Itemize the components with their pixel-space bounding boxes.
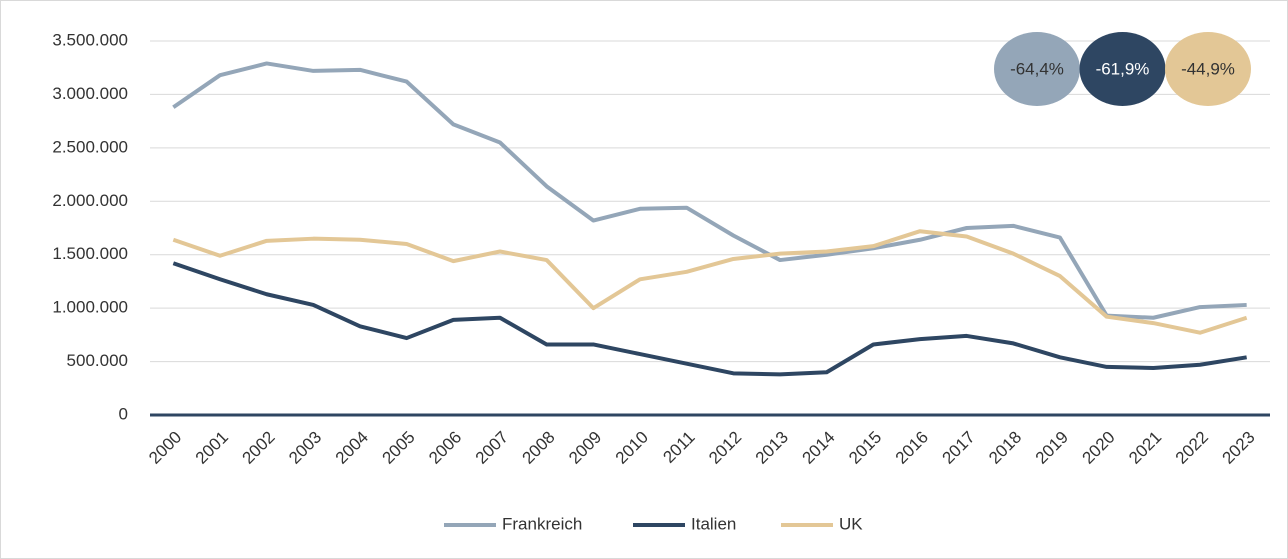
- annotation-text: -44,9%: [1181, 59, 1235, 78]
- y-tick-label: 2.000.000: [52, 191, 128, 210]
- line-series: [172, 61, 1247, 320]
- line-series: [172, 261, 1247, 377]
- annotation-text: -61,9%: [1096, 59, 1150, 78]
- legend-label: Frankreich: [502, 514, 582, 533]
- y-tick-label: 0: [119, 404, 128, 423]
- legend-label: UK: [839, 514, 863, 533]
- y-tick-label: 2.500.000: [52, 137, 128, 156]
- y-tick-label: 500.000: [67, 351, 128, 370]
- annotation-badge: [994, 32, 1080, 106]
- annotation-text: -64,4%: [1010, 59, 1064, 78]
- y-tick-label: 1.500.000: [52, 244, 128, 263]
- line-series: [172, 229, 1248, 335]
- y-tick-label: 3.000.000: [52, 84, 128, 103]
- annotation-badge: [1079, 32, 1166, 106]
- y-tick-label: 1.000.000: [52, 298, 128, 317]
- annotation-badge: [1165, 32, 1251, 106]
- legend-label: Italien: [691, 514, 736, 533]
- y-tick-label: 3.500.000: [52, 30, 128, 49]
